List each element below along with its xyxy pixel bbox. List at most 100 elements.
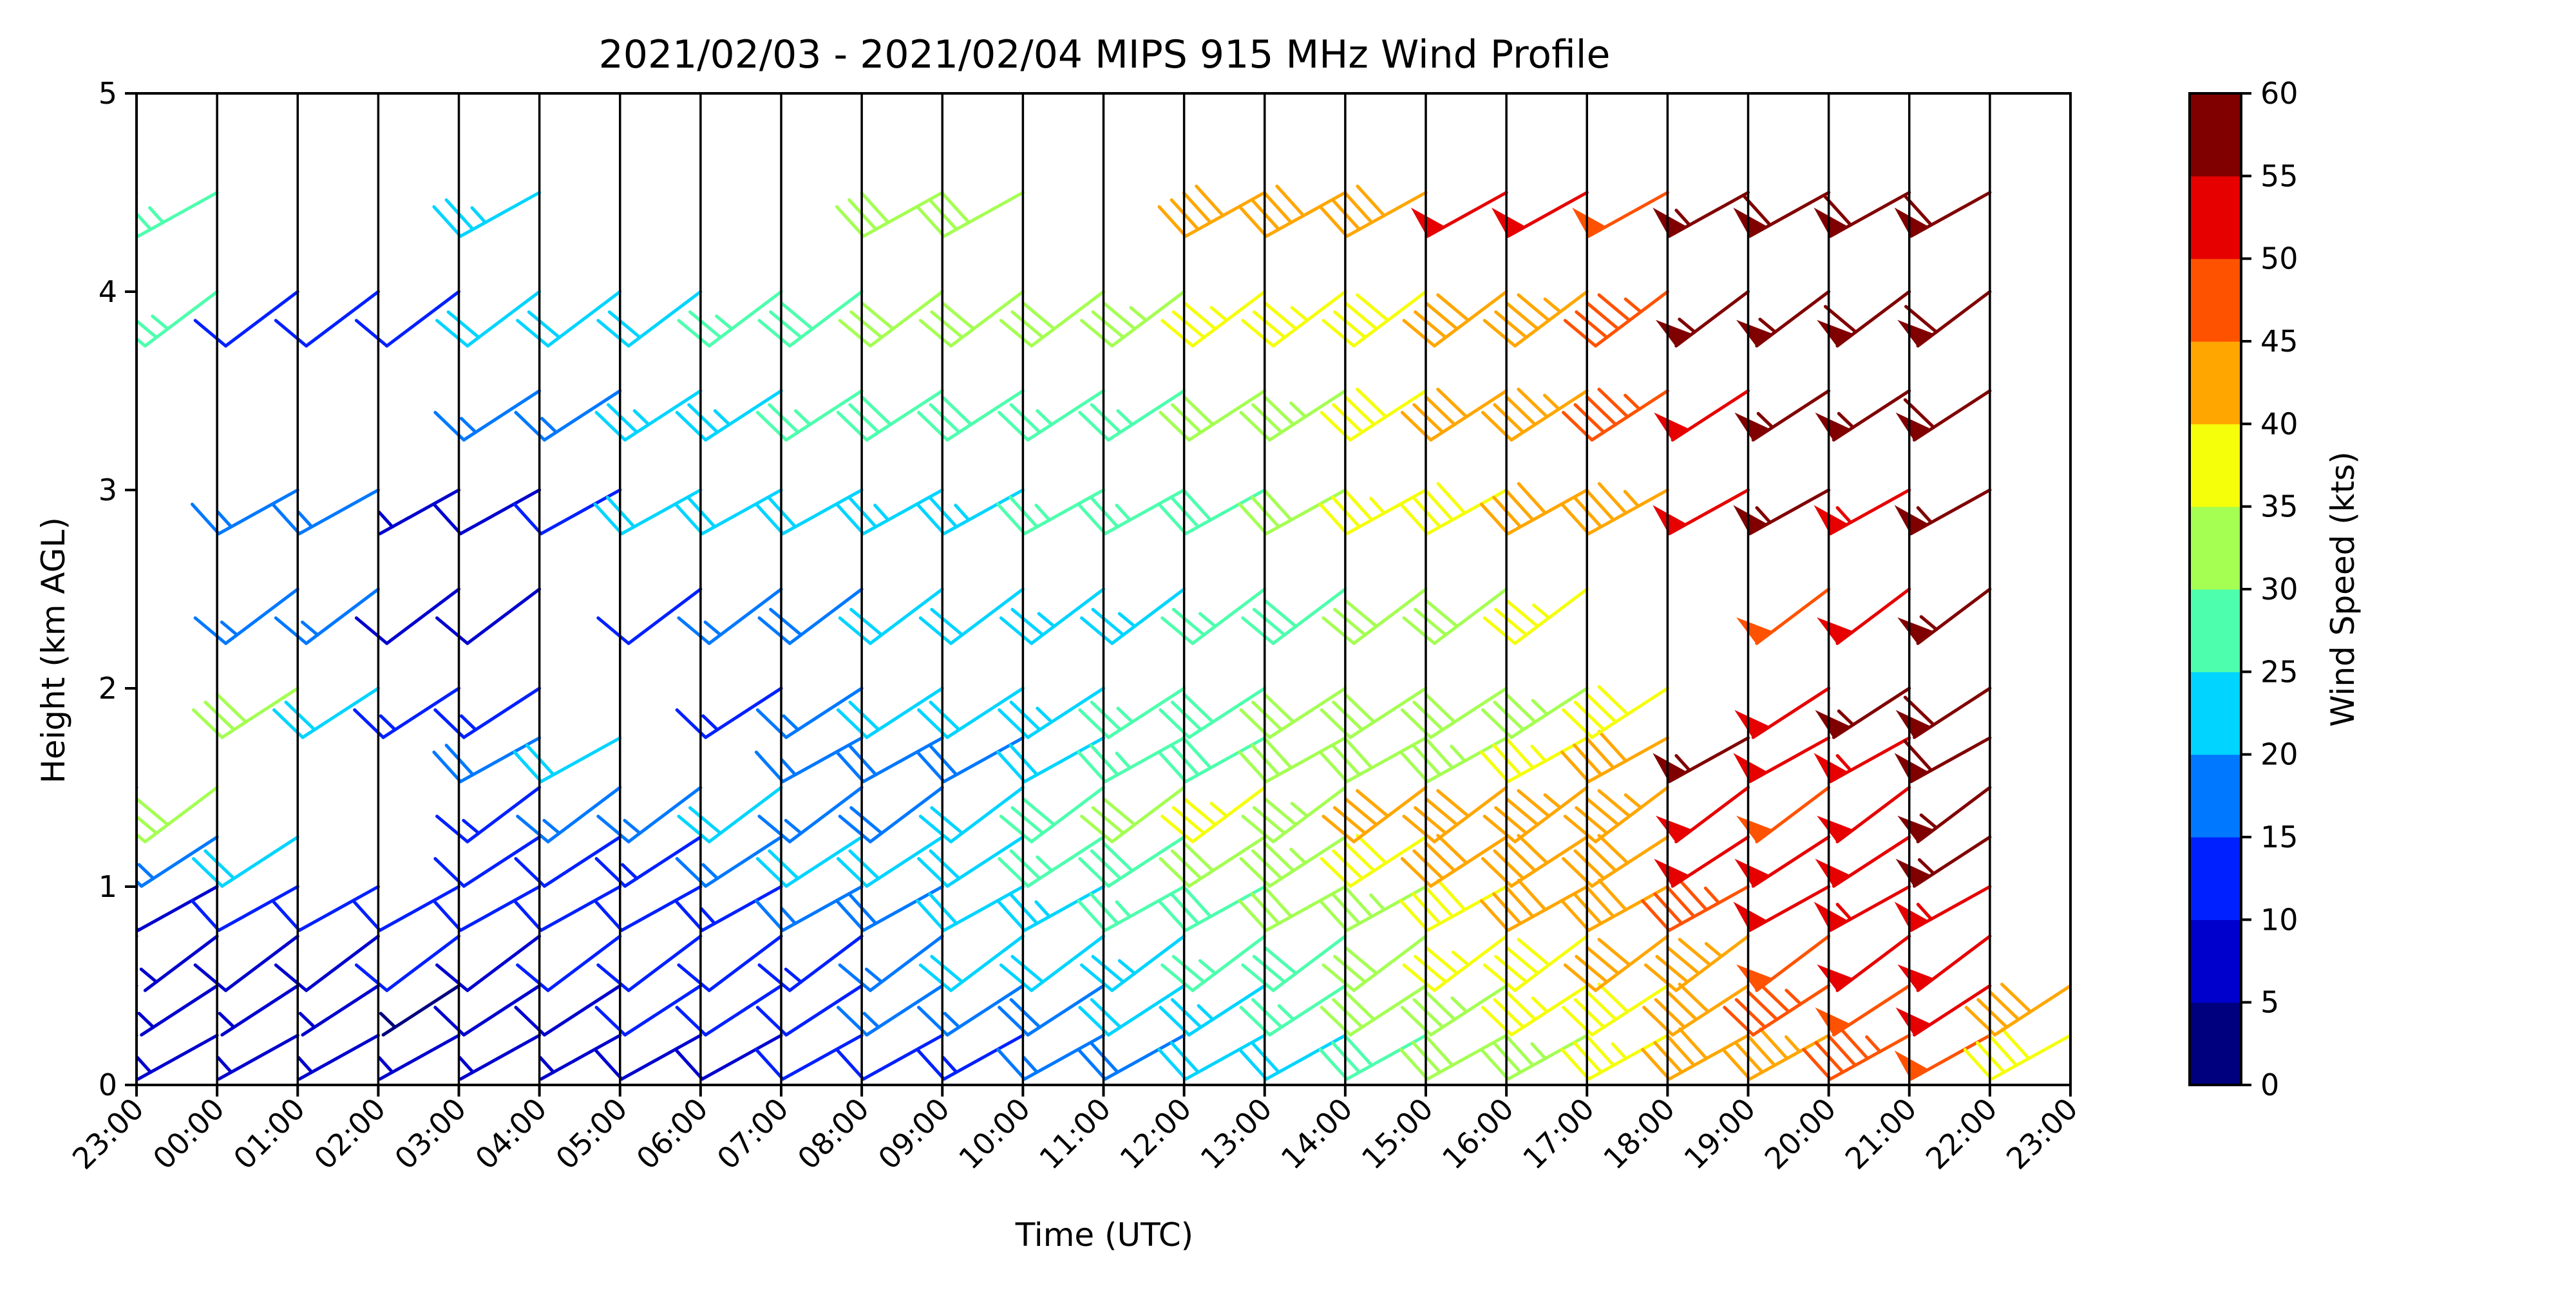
wind-barb (137, 885, 138, 889)
x-axis-label: Time (UTC) (1015, 1216, 1193, 1254)
wind-barb (1734, 835, 1831, 888)
wind-barb (1815, 835, 1911, 888)
colorbar-tick-label: 20 (2260, 737, 2298, 772)
wind-barb (354, 934, 460, 992)
wind-barb (137, 835, 219, 888)
wind-barb (1734, 389, 1831, 442)
wind-barb (137, 984, 138, 988)
y-tick-label: 1 (99, 869, 117, 904)
wind-barb (1400, 686, 1508, 739)
wind-barb (1402, 587, 1508, 645)
wind-barb (432, 488, 542, 536)
wind-barb (754, 736, 864, 784)
wind-barb (1572, 191, 1669, 238)
x-tick-label: 19:00 (1677, 1091, 1762, 1176)
wind-barb (1238, 184, 1347, 238)
wind-barb (516, 786, 622, 843)
x-tick-label: 22:00 (1919, 1091, 2004, 1176)
x-tick-label: 09:00 (871, 1091, 956, 1176)
colorbar-segment (2190, 919, 2241, 1003)
wind-barb (917, 389, 1025, 442)
wind-barb (1641, 878, 1750, 932)
wind-barb (353, 686, 460, 739)
wind-barb (999, 290, 1105, 348)
barb-layer (137, 184, 2070, 1081)
wind-barb (1080, 290, 1186, 348)
x-tick-label: 18:00 (1596, 1091, 1681, 1176)
wind-barb (379, 984, 460, 1037)
colorbar-segment (2190, 589, 2241, 672)
colorbar-tick-label: 60 (2260, 76, 2298, 111)
wind-barb (271, 488, 380, 536)
wind-barb (675, 984, 783, 1037)
wind-barb (677, 786, 783, 843)
wind-barb (1080, 786, 1186, 843)
wind-barb (1736, 786, 1831, 843)
wind-barb (999, 786, 1105, 843)
wind-barb (674, 1033, 783, 1081)
wind-barb (1653, 736, 1750, 784)
chart-title: 2021/02/03 - 2021/02/04 MIPS 915 MHz Win… (599, 32, 1611, 77)
wind-barb (1817, 786, 1911, 843)
wind-barb (137, 786, 219, 843)
wind-barb (1159, 835, 1267, 888)
colorbar-segment (2190, 424, 2241, 507)
wind-barb (1643, 934, 1750, 992)
colorbar-tick-label: 25 (2260, 654, 2298, 689)
wind-barb (917, 686, 1025, 739)
wind-barb (596, 290, 703, 348)
wind-barb (1160, 934, 1267, 992)
wind-barb (1241, 786, 1347, 843)
wind-barb (137, 984, 219, 1037)
wind-barb (137, 885, 219, 932)
wind-barb (1802, 1027, 1911, 1081)
wind-barb (1080, 934, 1186, 992)
wind-barb (191, 686, 299, 739)
colorbar-segment (2190, 837, 2241, 920)
colorbar-segment (2190, 258, 2241, 342)
wind-barb (514, 984, 622, 1037)
wind-barb (1560, 730, 1669, 784)
wind-barb (1814, 736, 1911, 784)
wind-barb (1241, 934, 1347, 992)
x-tick-label: 12:00 (1113, 1091, 1198, 1176)
wind-barb (274, 934, 380, 992)
wind-barb (1080, 587, 1186, 645)
wind-barb (435, 587, 542, 645)
wind-barb (1239, 835, 1347, 888)
wind-barb (1402, 934, 1508, 992)
colorbar-segment (2190, 341, 2241, 424)
wind-barb (917, 835, 1025, 888)
colorbar-tick-label: 50 (2260, 241, 2298, 276)
wind-barb (835, 1033, 944, 1081)
wind-barb (594, 984, 703, 1037)
wind-barb (1402, 290, 1508, 348)
y-tick-label: 5 (99, 76, 117, 111)
wind-barb (216, 1033, 299, 1081)
wind-barb (1160, 290, 1267, 348)
wind-barb (596, 587, 703, 645)
wind-barb (1239, 686, 1347, 739)
wind-barb (1318, 184, 1428, 238)
x-tick-label: 20:00 (1757, 1091, 1842, 1176)
wind-barb (1481, 984, 1589, 1037)
wind-barb (1399, 482, 1508, 536)
wind-barb (137, 191, 138, 194)
wind-barb (1894, 488, 1992, 536)
wind-barb (1721, 1027, 1831, 1081)
x-tick-label: 07:00 (710, 1091, 795, 1176)
wind-barb (1479, 482, 1589, 536)
wind-barb (594, 835, 703, 888)
frame-layer (135, 92, 2072, 1086)
colorbar-tick-label: 0 (2260, 1068, 2279, 1102)
wind-barb (1482, 934, 1589, 992)
y-tick-label: 4 (99, 274, 117, 309)
wind-barb (1655, 290, 1750, 348)
wind-barb (1895, 835, 1992, 888)
wind-barb (516, 934, 622, 992)
wind-barb (835, 191, 944, 238)
wind-barb (137, 290, 138, 294)
x-tick-label: 06:00 (630, 1091, 715, 1176)
